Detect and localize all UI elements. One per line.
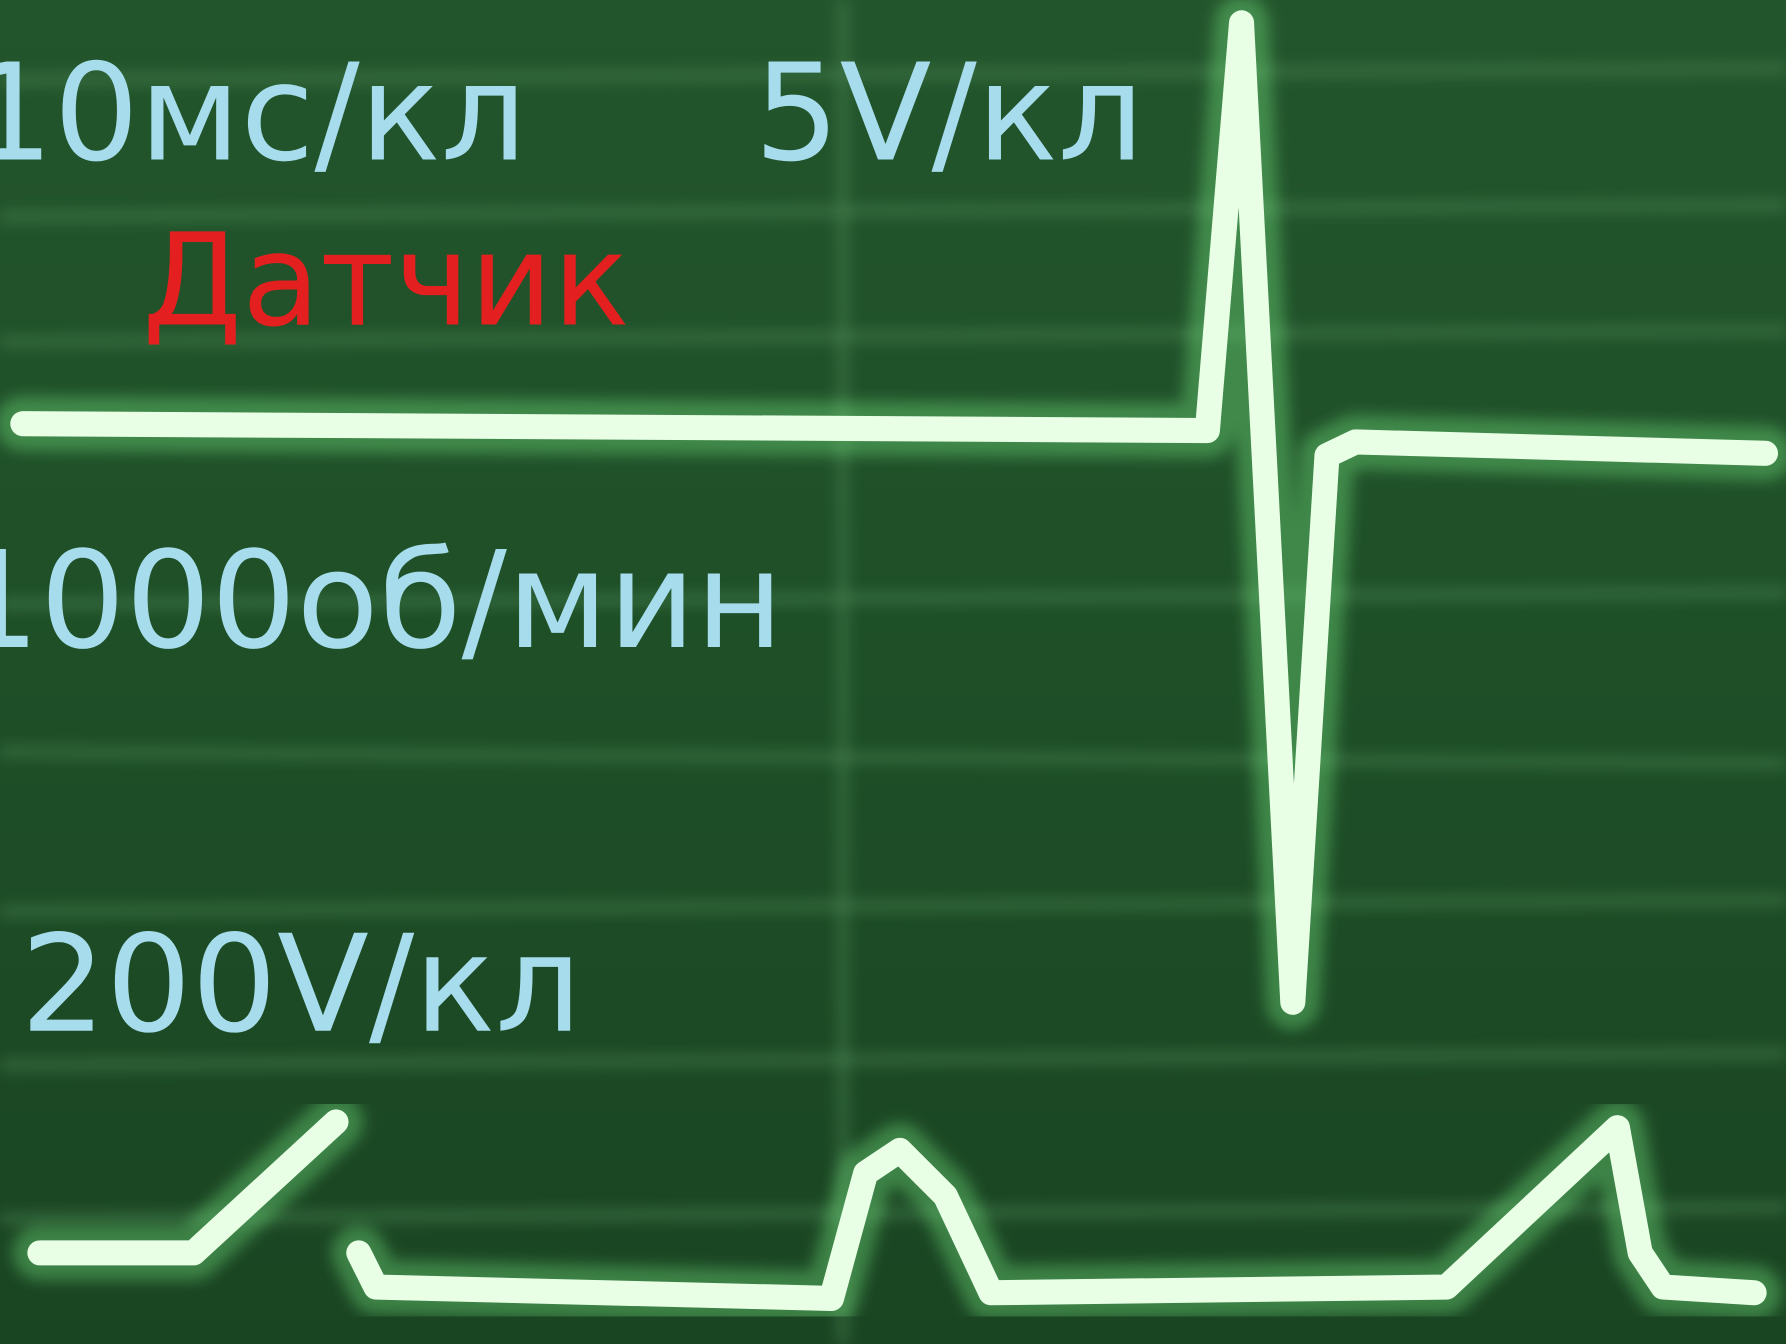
timebase-label: 10мс/кл xyxy=(0,34,527,191)
grid-line xyxy=(0,586,1786,610)
speed-label: 1000об/мин xyxy=(0,522,783,679)
channel1-name-label: Датчик xyxy=(142,208,629,356)
grid-line xyxy=(0,199,1786,223)
channel1-scale-label: 5V/кл xyxy=(754,34,1144,191)
grid-line xyxy=(0,746,1786,769)
channel2-scale-label: 200V/кл xyxy=(21,906,582,1063)
trace-sensor xyxy=(0,0,1786,1030)
trace-voltage xyxy=(12,1094,1782,1326)
grid-line xyxy=(0,1047,1786,1071)
trace xyxy=(27,1109,1767,1311)
grid-line xyxy=(0,324,1786,348)
grid-line xyxy=(0,1201,1786,1225)
grid-line xyxy=(0,62,1786,86)
grid-line xyxy=(0,894,1786,917)
trace xyxy=(10,10,1779,1015)
